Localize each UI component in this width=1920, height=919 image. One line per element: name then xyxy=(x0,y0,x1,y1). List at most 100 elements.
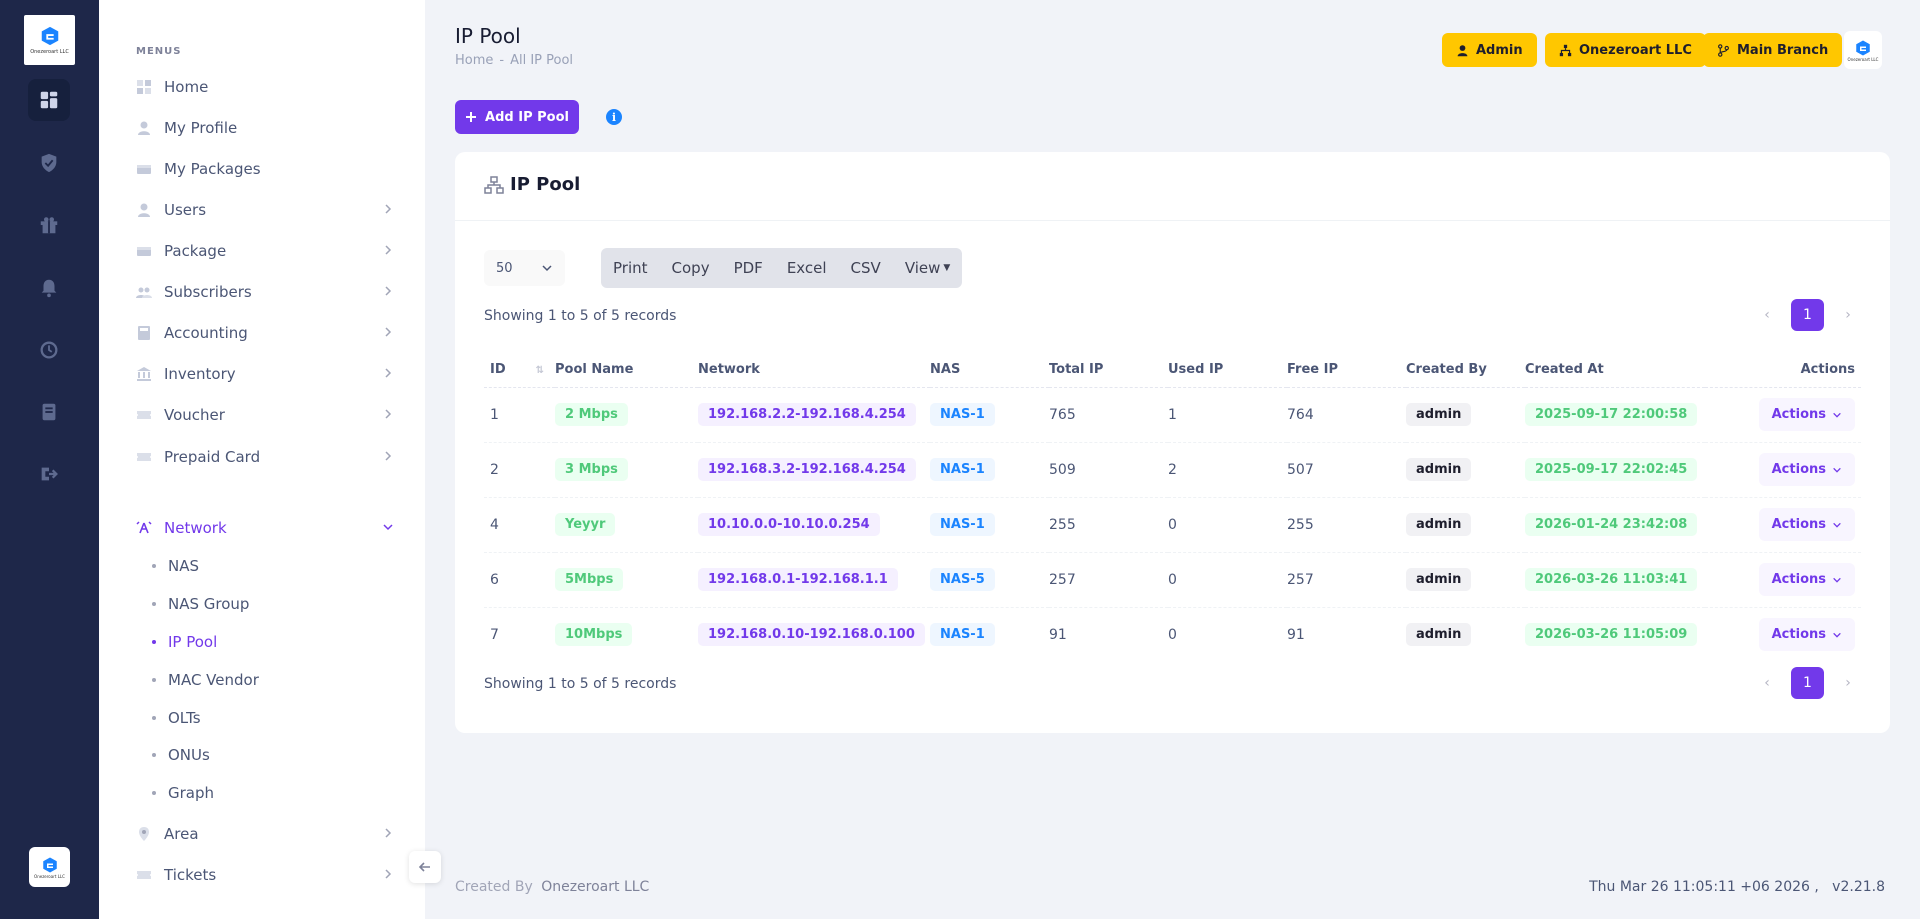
pool-name-badge: Yeyyr xyxy=(555,513,616,536)
bell-icon[interactable] xyxy=(28,267,70,309)
actions-dropdown-button[interactable]: Actions xyxy=(1758,508,1855,541)
avatar[interactable]: Onezeroart LLC xyxy=(1844,31,1882,69)
sidebar-item-subscribers[interactable]: Subscribers xyxy=(136,278,394,306)
sidebar-item-inventory[interactable]: Inventory xyxy=(136,360,394,388)
excel-button[interactable]: Excel xyxy=(786,259,827,277)
history-icon[interactable] xyxy=(28,329,70,371)
next-page-icon[interactable]: › xyxy=(1845,307,1851,323)
breadcrumb-separator: - xyxy=(499,53,505,68)
actions-dropdown-button[interactable]: Actions xyxy=(1758,618,1855,652)
sidebar-item-label: Tickets xyxy=(164,866,217,884)
shield-check-icon[interactable] xyxy=(28,142,70,184)
prev-page-icon[interactable]: ‹ xyxy=(1764,675,1770,691)
cell-nas: NAS-5 xyxy=(930,552,1049,608)
cell-nas: NAS-1 xyxy=(930,387,1049,443)
sidebar-subitem-ip-pool[interactable]: IP Pool xyxy=(152,630,217,654)
admin-button[interactable]: Admin xyxy=(1442,33,1537,67)
column-header[interactable]: Pool Name xyxy=(555,352,698,388)
logout-icon[interactable] xyxy=(28,453,70,495)
actions-dropdown-button[interactable]: Actions xyxy=(1758,563,1855,596)
footer-created-by: Created By xyxy=(455,879,533,895)
users-group-icon xyxy=(136,284,152,300)
cell-total-ip: 257 xyxy=(1049,552,1168,608)
chevron-right-icon xyxy=(385,869,392,879)
sidebar-item-accounting[interactable]: Accounting xyxy=(136,319,394,347)
nas-badge: NAS-1 xyxy=(930,513,995,536)
sidebar-item-label: Home xyxy=(164,78,209,96)
sidebar-subitem-nas[interactable]: NAS xyxy=(152,554,199,578)
csv-button[interactable]: CSV xyxy=(850,259,881,277)
view-label: View xyxy=(904,259,941,277)
column-header[interactable]: Network xyxy=(698,352,930,388)
cell-id: 1 xyxy=(484,387,555,443)
cell-actions: Actions xyxy=(1705,497,1861,553)
sidebar-item-users[interactable]: Users xyxy=(136,196,394,224)
page-length-select[interactable]: 50 xyxy=(484,250,565,286)
sidebar-subitem-olts[interactable]: OLTs xyxy=(152,706,201,730)
sidebar-item-area[interactable]: Area xyxy=(136,820,394,848)
sidebar-subitem-onus[interactable]: ONUs xyxy=(152,743,210,767)
sidebar-collapse-button[interactable] xyxy=(409,851,441,883)
sidebar-item-package[interactable]: Package xyxy=(136,237,394,265)
column-header[interactable]: NAS xyxy=(930,352,1049,388)
pdf-button[interactable]: PDF xyxy=(733,259,763,277)
sidebar-subitem-nas-group[interactable]: NAS Group xyxy=(152,592,249,616)
dashboard-icon[interactable] xyxy=(28,79,70,121)
actions-dropdown-button[interactable]: Actions xyxy=(1758,398,1855,431)
sidebar-item-home[interactable]: Home xyxy=(136,73,394,101)
sidebar-item-prepaid-card[interactable]: Prepaid Card xyxy=(136,443,394,471)
chevron-right-icon xyxy=(385,327,392,337)
sitemap-icon xyxy=(484,175,504,194)
column-header[interactable]: Used IP xyxy=(1168,352,1287,388)
chevron-right-icon xyxy=(385,828,392,838)
sidebar-item-my-packages[interactable]: My Packages xyxy=(136,155,394,183)
cell-used-ip: 0 xyxy=(1168,497,1287,553)
column-header[interactable]: Created By xyxy=(1406,352,1525,388)
sidebar-item-voucher[interactable]: Voucher xyxy=(136,401,394,429)
created-at-badge: 2026-01-24 23:42:08 xyxy=(1525,513,1698,536)
add-ip-pool-button[interactable]: Add IP Pool xyxy=(455,100,579,134)
cell-id: 2 xyxy=(484,442,555,498)
sidebar-subitem-graph[interactable]: Graph xyxy=(152,781,214,805)
sidebar-subitem-label: Graph xyxy=(168,784,215,802)
copy-button[interactable]: Copy xyxy=(671,259,710,277)
gift-icon[interactable] xyxy=(28,204,70,246)
breadcrumb-home[interactable]: Home xyxy=(455,53,494,68)
cell-actions: Actions xyxy=(1705,387,1861,443)
icon-rail: Onezeroart LLC Onezeroart LLC xyxy=(0,0,99,919)
branch-button[interactable]: Main Branch xyxy=(1703,33,1843,67)
next-page-icon[interactable]: › xyxy=(1845,675,1851,691)
ticket-icon xyxy=(136,867,152,883)
info-icon[interactable]: i xyxy=(606,109,622,125)
footer-company-link[interactable]: Onezeroart LLC xyxy=(541,879,650,895)
brand-logo[interactable]: Onezeroart LLC xyxy=(24,15,75,65)
sidebar-item-my-profile[interactable]: My Profile xyxy=(136,114,394,142)
user-icon xyxy=(1457,44,1468,56)
menus-heading: MENUS xyxy=(136,46,182,57)
cell-used-ip: 0 xyxy=(1168,626,1177,643)
actions-dropdown-button[interactable]: Actions xyxy=(1758,453,1855,486)
column-header[interactable]: Created At xyxy=(1525,352,1705,388)
print-button[interactable]: Print xyxy=(613,259,648,277)
column-header[interactable]: ID ⇅ xyxy=(484,352,555,388)
chevron-down-icon xyxy=(1833,522,1841,528)
created-at-badge: 2026-03-26 11:05:09 xyxy=(1525,623,1698,647)
sidebar-subitem-mac-vendor[interactable]: MAC Vendor xyxy=(152,668,259,692)
column-header[interactable]: Free IP xyxy=(1287,352,1406,388)
sidebar-item-network[interactable]: Network xyxy=(136,514,394,542)
company-logo[interactable]: Onezeroart LLC xyxy=(29,847,70,887)
view-dropdown[interactable]: View ▼ xyxy=(893,248,963,288)
cell-created-at: 2026-03-26 11:03:41 xyxy=(1525,552,1705,608)
chevron-down-icon xyxy=(1833,577,1841,583)
actions-label: Actions xyxy=(1771,407,1826,422)
page-button[interactable]: 1 xyxy=(1791,299,1824,331)
prev-page-icon[interactable]: ‹ xyxy=(1764,307,1770,323)
cell-created-at: 2025-09-17 22:02:45 xyxy=(1525,442,1705,498)
book-icon[interactable] xyxy=(28,391,70,433)
created-by-badge: admin xyxy=(1406,513,1472,536)
company-button[interactable]: Onezeroart LLC xyxy=(1545,33,1706,67)
column-header[interactable]: Total IP xyxy=(1049,352,1168,388)
sidebar-item-tickets[interactable]: Tickets xyxy=(136,861,394,889)
page-button[interactable]: 1 xyxy=(1791,667,1824,699)
